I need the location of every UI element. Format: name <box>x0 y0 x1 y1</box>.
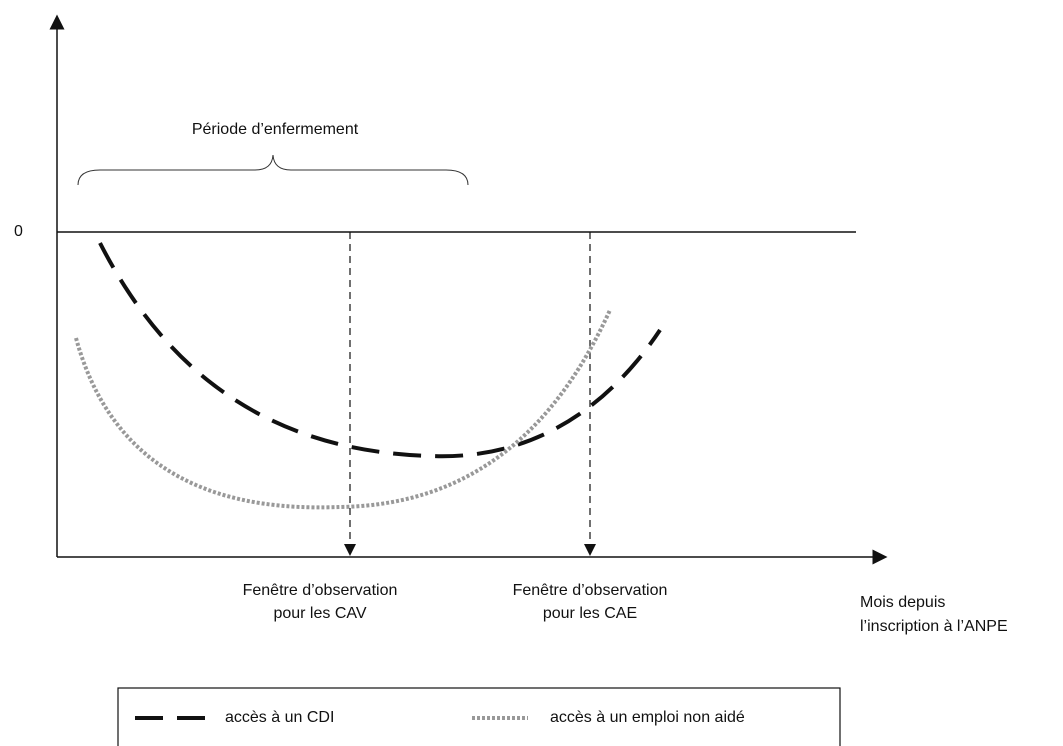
x-axis-label: Mois depuis <box>860 594 945 611</box>
brace-label: Période d’enfermement <box>192 121 359 138</box>
window-label: pour les CAV <box>273 605 366 622</box>
x-axis-label: l’inscription à l’ANPE <box>860 618 1008 635</box>
legend-box <box>117 687 841 746</box>
window-label: pour les CAE <box>543 605 637 622</box>
legend-label: accès à un CDI <box>225 709 334 726</box>
window-label: Fenêtre d’observation <box>513 582 668 599</box>
window-label: Fenêtre d’observation <box>243 582 398 599</box>
legend-label: accès à un emploi non aidé <box>550 709 745 726</box>
curve-emploi <box>74 309 612 510</box>
curve-cdi <box>98 242 662 459</box>
zero-label: 0 <box>14 223 23 240</box>
brace <box>77 154 469 186</box>
